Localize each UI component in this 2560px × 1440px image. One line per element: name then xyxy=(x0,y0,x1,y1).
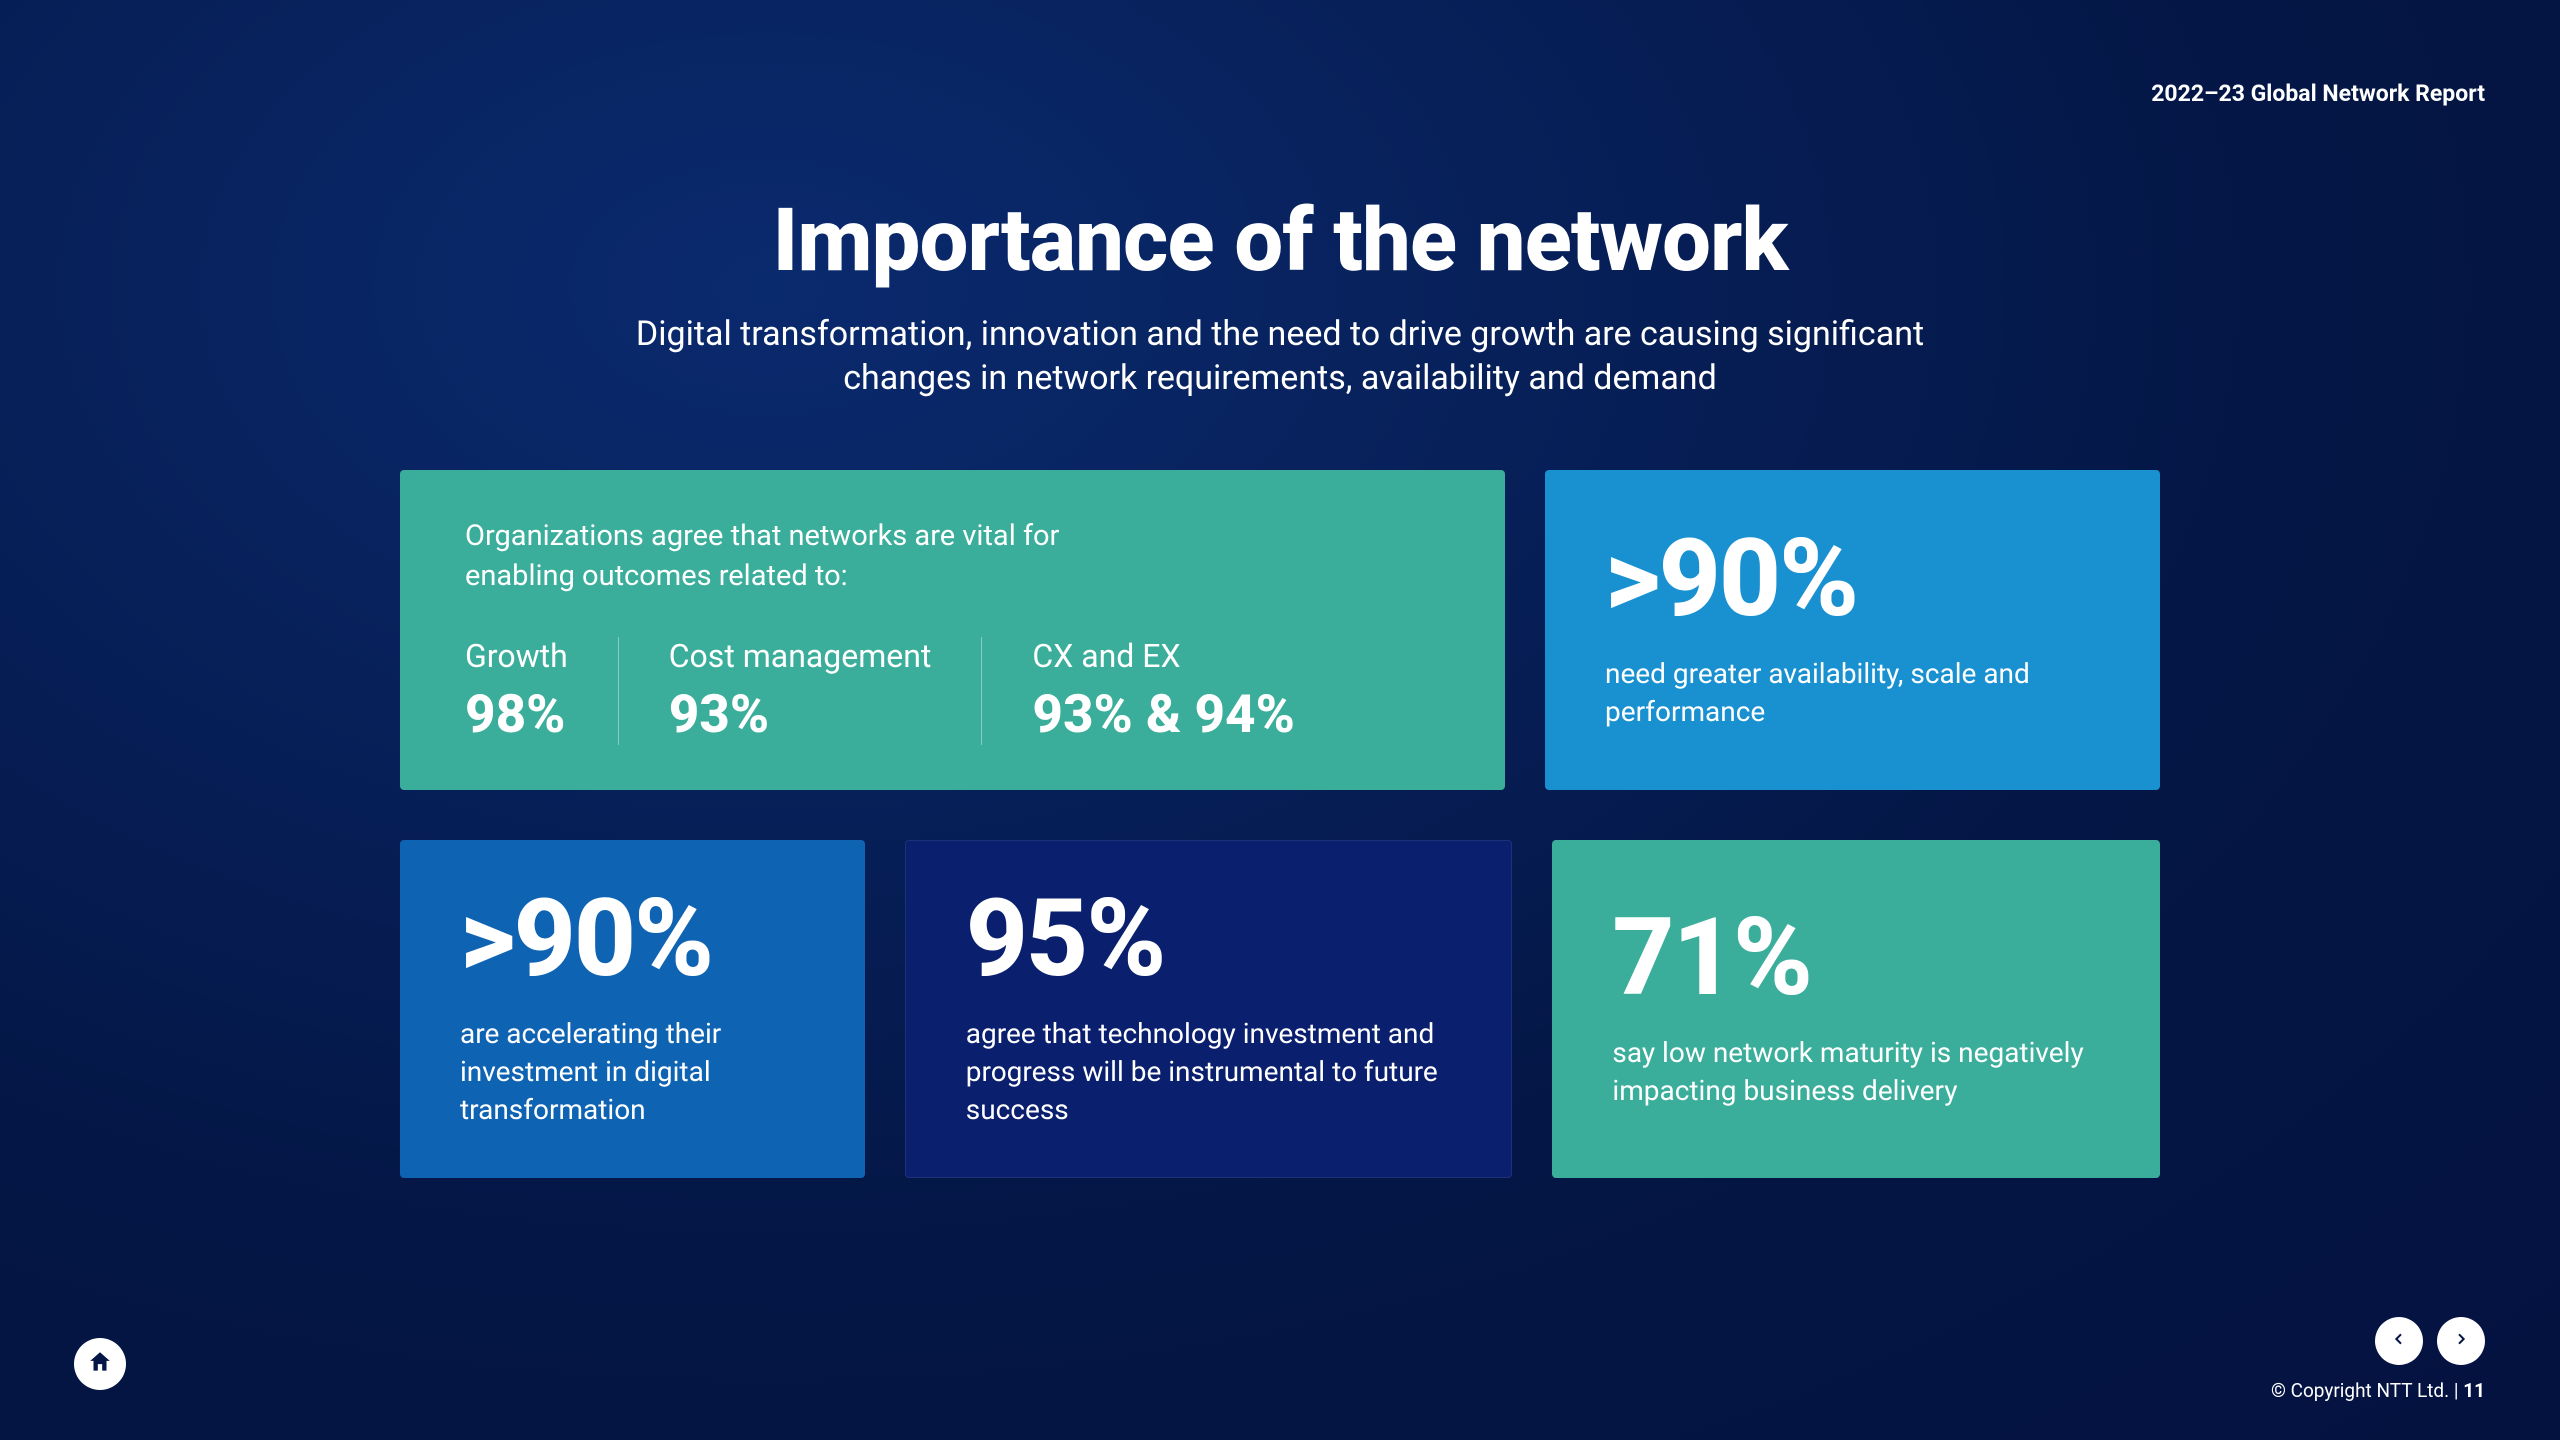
report-label: 2022–23 Global Network Report xyxy=(2151,80,2485,107)
home-icon xyxy=(87,1349,113,1379)
stat-number: >90% xyxy=(460,885,805,993)
stat-value: 93% xyxy=(669,683,932,745)
stat-label: Growth xyxy=(465,637,568,675)
stat-value: 93% & 94% xyxy=(1032,683,1295,745)
chevron-left-icon xyxy=(2391,1331,2407,1351)
stat-cx-ex: CX and EX 93% & 94% xyxy=(1032,637,1345,745)
nav-controls xyxy=(2375,1317,2485,1365)
stat-desc: are accelerating their investment in dig… xyxy=(460,1015,805,1128)
stat-number: 95% xyxy=(966,885,1452,993)
prev-button[interactable] xyxy=(2375,1317,2423,1365)
page-subtitle: Digital transformation, innovation and t… xyxy=(580,312,1980,400)
chevron-right-icon xyxy=(2453,1331,2469,1351)
stat-growth: Growth 98% xyxy=(465,637,619,745)
stat-cost: Cost management 93% xyxy=(669,637,983,745)
row-1: Organizations agree that networks are vi… xyxy=(400,470,2160,790)
stat-label: Cost management xyxy=(669,637,932,675)
row-2: >90% are accelerating their investment i… xyxy=(400,840,2160,1178)
slide-content: Importance of the network Digital transf… xyxy=(400,190,2160,1228)
stat-desc: say low network maturity is negatively i… xyxy=(1612,1034,2100,1110)
card-tech-investment: 95% agree that technology investment and… xyxy=(905,840,1513,1178)
page-number: 11 xyxy=(2463,1379,2485,1402)
stat-desc: need greater availability, scale and per… xyxy=(1605,655,2100,731)
card-availability: >90% need greater availability, scale an… xyxy=(1545,470,2160,790)
stat-number: >90% xyxy=(1605,525,2100,633)
stats-row: Growth 98% Cost management 93% CX and EX… xyxy=(465,637,1440,745)
card-outcomes-lead: Organizations agree that networks are vi… xyxy=(465,516,1165,597)
page-title: Importance of the network xyxy=(400,190,2160,292)
copyright: © Copyright NTT Ltd. | 11 xyxy=(2271,1379,2485,1402)
copyright-text: © Copyright NTT Ltd. | xyxy=(2271,1379,2463,1402)
stat-value: 98% xyxy=(465,683,568,745)
home-button[interactable] xyxy=(74,1338,126,1390)
next-button[interactable] xyxy=(2437,1317,2485,1365)
card-outcomes: Organizations agree that networks are vi… xyxy=(400,470,1505,790)
stat-label: CX and EX xyxy=(1032,637,1295,675)
card-accelerating: >90% are accelerating their investment i… xyxy=(400,840,865,1178)
stat-desc: agree that technology investment and pro… xyxy=(966,1015,1452,1128)
card-maturity: 71% say low network maturity is negative… xyxy=(1552,840,2160,1178)
stat-number: 71% xyxy=(1612,904,2100,1012)
